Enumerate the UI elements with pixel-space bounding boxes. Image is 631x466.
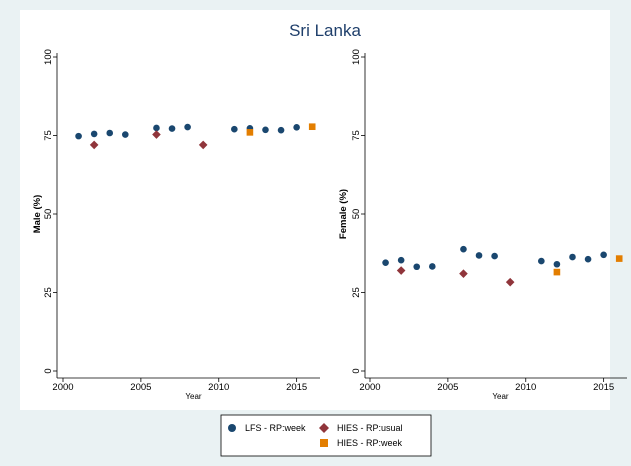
data-point-square [615,255,623,262]
data-point-circle [293,124,300,131]
legend-marker-circle [228,424,236,432]
data-point-square [308,123,316,131]
y-axis-title: Female (%) [338,189,349,239]
legend-marker-square [320,439,328,447]
y-tick-label: 50 [43,209,54,220]
data-point-circle [584,255,592,263]
data-point-circle [168,125,176,132]
data-point-circle [429,263,436,270]
data-point-circle [413,263,421,271]
data-point-circle [184,123,191,131]
legend-box [220,414,432,457]
x-tick-label: 2010 [515,382,536,393]
data-point-diamond [198,140,208,150]
y-tick-label: 100 [43,49,54,65]
legend-marker-diamond [319,423,329,433]
data-point-circle [397,256,405,264]
data-point-circle [460,245,467,253]
data-point-circle [277,126,285,134]
data-point-circle [569,253,576,261]
data-point-circle [122,131,129,138]
y-axis-title: Male (%) [32,195,43,234]
legend-label: HIES - RP:usual [337,423,403,433]
x-tick-label: 2010 [208,382,229,393]
data-point-circle [538,257,545,265]
data-point-circle [231,125,238,133]
data-point-circle [553,260,561,268]
legend-label: HIES - RP:week [337,438,403,448]
chart-title: Sri Lanka [289,21,361,40]
y-tick-label: 0 [351,368,362,373]
y-tick-label: 75 [351,130,362,141]
y-tick-label: 50 [351,209,362,220]
data-point-circle [491,252,498,260]
y-tick-label: 25 [43,287,54,298]
data-point-circle [382,259,389,266]
data-point-circle [600,251,607,259]
data-point-diamond [152,130,161,139]
data-point-circle [475,252,483,259]
y-tick-label: 25 [351,287,362,298]
x-tick-label: 2005 [130,382,151,393]
y-tick-label: 100 [351,49,362,65]
data-point-square [553,268,561,276]
legend-label: LFS - RP:week [245,423,306,433]
legend: LFS - RP:week HIES - RP:usual HIES - RP:we… [220,414,432,457]
x-tick-label: 2015 [593,382,614,393]
data-point-circle [75,132,82,140]
x-tick-label: 2000 [52,382,73,393]
data-point-circle [106,129,114,137]
female-panel: 0 25 50 75 100 2000 2005 2010 2015 Female (%) Year [338,49,627,401]
x-tick-label: 2005 [437,382,458,393]
data-point-circle [90,130,98,138]
data-point-circle [153,124,160,132]
x-tick-label: 2000 [359,382,380,393]
data-point-diamond [396,266,406,275]
x-axis-title: Year [492,392,509,401]
y-tick-label: 0 [43,368,54,373]
y-tick-label: 75 [43,130,54,141]
data-point-diamond [89,140,99,150]
plot-panel-background [20,10,610,410]
data-point-diamond [459,269,468,278]
x-axis-title: Year [185,392,202,401]
data-point-square [246,129,254,136]
data-point-diamond [505,277,515,287]
x-tick-label: 2015 [286,382,307,393]
data-point-circle [262,126,269,134]
male-panel: 0 25 50 75 100 2000 2005 2010 2015 Male (%) Year [32,49,320,401]
